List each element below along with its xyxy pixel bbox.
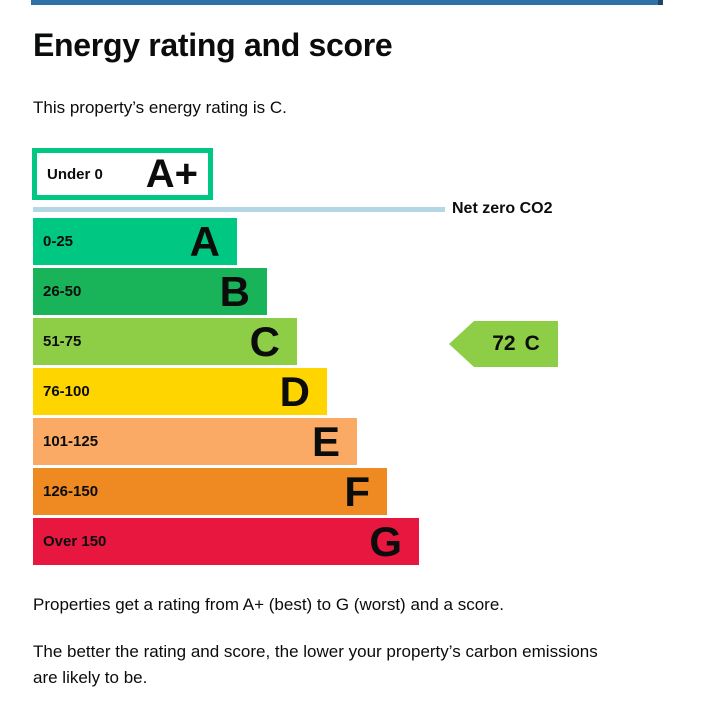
marker-score-tag: 72 C: [474, 321, 558, 367]
net-zero-line: [33, 207, 445, 212]
net-zero-label: Net zero CO2: [452, 200, 553, 217]
band-row-g: Over 150 G: [33, 518, 419, 565]
score-explanation-line-2: are likely to be.: [33, 668, 148, 687]
band-row-a: 0-25 A: [33, 218, 237, 265]
score-explanation-line-1: The better the rating and score, the low…: [33, 642, 598, 661]
current-score-marker: 72 C: [449, 321, 558, 367]
band-letter-label: A: [189, 217, 220, 265]
marker-score-value: 72: [492, 332, 516, 355]
header-bottom-border: [31, 0, 663, 5]
band-row-b: 26-50 B: [33, 268, 267, 315]
marker-arrow-left-icon: [449, 321, 474, 367]
band-range-label: 26-50: [43, 283, 82, 300]
band-letter-label: G: [369, 517, 402, 565]
rating-summary-text: This property’s energy rating is C.: [33, 98, 287, 117]
rating-explanation-text: Properties get a rating from A+ (best) t…: [33, 595, 505, 614]
band-letter-label: C: [249, 317, 280, 365]
marker-rating-letter: C: [524, 332, 540, 355]
band-row-d: 76-100 D: [33, 368, 327, 415]
band-letter-label: D: [279, 367, 310, 415]
band-range-label: 76-100: [43, 383, 90, 400]
band-row-a-plus: Under 0 A+: [32, 148, 213, 200]
band-letter-label: F: [344, 467, 370, 515]
page-title: Energy rating and score: [33, 27, 393, 63]
band-range-label: 126-150: [43, 483, 99, 500]
band-row-e: 101-125 E: [33, 418, 357, 465]
band-range-label: 0-25: [43, 233, 74, 250]
band-letter-label: B: [219, 267, 250, 315]
band-letter-label: A+: [145, 152, 198, 196]
band-row-f: 126-150 F: [33, 468, 387, 515]
band-range-label: Over 150: [43, 533, 107, 550]
band-letter-label: E: [311, 417, 340, 465]
band-range-label: 101-125: [43, 433, 99, 450]
header-border-end-cap: [658, 0, 663, 5]
band-range-label: Under 0: [47, 165, 103, 183]
score-explanation-text: The better the rating and score, the low…: [33, 639, 598, 691]
band-row-c: 51-75 C: [33, 318, 297, 365]
band-range-label: 51-75: [43, 333, 82, 350]
